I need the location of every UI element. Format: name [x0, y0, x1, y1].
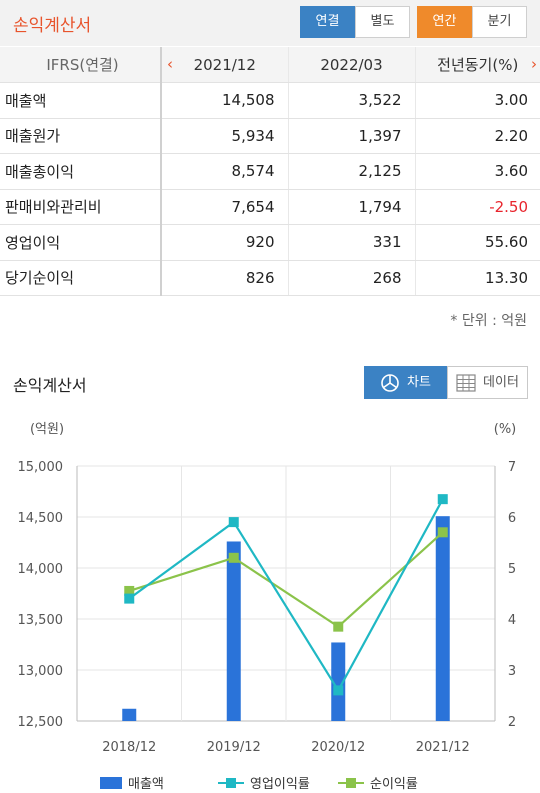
quarterly-button[interactable]: 분기 — [472, 6, 527, 38]
data-view-label: 데이터 — [483, 375, 519, 390]
legend-label: 매출액 — [128, 777, 164, 792]
legend-line-swatch — [218, 777, 244, 788]
y-tick-right: 2 — [508, 715, 516, 730]
legend-item-revenue: 매출액 — [100, 773, 164, 792]
table-cell: 2.20 — [414, 118, 540, 154]
consolidation-toggle: 연결 별도 — [300, 6, 410, 38]
x-tick-label: 2020/12 — [311, 740, 365, 755]
table-row: 매출총이익 8,574 2,125 3.60 — [0, 153, 540, 190]
table-cell: 7,654 — [161, 189, 288, 225]
bar-revenue — [435, 516, 450, 721]
table-cell: 55.60 — [414, 224, 540, 261]
table-cell: 3.60 — [414, 153, 540, 190]
annual-button[interactable]: 연간 — [417, 6, 472, 38]
net-margin-line — [128, 531, 444, 629]
row-label: 매출원가 — [0, 118, 162, 154]
table-cell: 2,125 — [287, 153, 415, 190]
table-row: 당기순이익 826 268 13.30 — [0, 260, 540, 296]
page-title: 손익계산서 — [13, 16, 92, 36]
table-cell: -2.50 — [414, 189, 540, 225]
table-cell: 13.30 — [414, 260, 540, 296]
row-label: 매출총이익 — [0, 153, 162, 190]
legend-item-net-margin: 순이익률 — [338, 773, 418, 792]
y-tick-left: 14,500 — [18, 511, 64, 526]
row-label: 판매비와관리비 — [0, 189, 162, 225]
table-header-row: IFRS(연결) ‹ 2021/12 2022/03 전년동기(%) › — [0, 47, 540, 83]
table-cell: 8,574 — [161, 153, 288, 190]
y-tick-left: 12,500 — [18, 715, 64, 730]
bar-revenue — [226, 541, 241, 721]
y-tick-right: 6 — [508, 511, 516, 526]
chart-data-toggle: 차트 데이터 — [364, 366, 528, 399]
y-axis-right-label: (%) — [494, 422, 517, 437]
table-cell: 3,522 — [287, 82, 415, 119]
y-tick-left: 15,000 — [18, 460, 64, 475]
pie-chart-icon — [381, 373, 399, 392]
y-tick-left: 13,000 — [18, 664, 64, 679]
operating-margin-point — [437, 494, 448, 505]
top-bar: 손익계산서 연결 별도 연간 분기 — [0, 0, 540, 46]
table-cell: 1,794 — [287, 189, 415, 225]
operating-margin-point — [124, 593, 135, 604]
net-margin-point — [333, 621, 344, 632]
legend-line-swatch — [338, 777, 364, 788]
next-arrow-icon[interactable]: › — [531, 55, 537, 73]
table-row: 판매비와관리비 7,654 1,794 -2.50 — [0, 189, 540, 225]
unit-note: * 단위 : 억원 — [450, 313, 527, 329]
table-cell: 920 — [161, 224, 288, 261]
net-margin-point — [124, 585, 135, 596]
separate-button[interactable]: 별도 — [355, 6, 410, 38]
table-row: 매출액 14,508 3,522 3.00 — [0, 82, 540, 119]
column-header-2021-12: ‹ 2021/12 — [161, 47, 288, 83]
row-label: 당기순이익 — [0, 260, 162, 296]
y-tick-right: 7 — [508, 460, 516, 475]
table-grid-icon — [456, 373, 476, 392]
table-cell: 14,508 — [161, 82, 288, 119]
income-statement-table: IFRS(연결) ‹ 2021/12 2022/03 전년동기(%) › 매출액… — [0, 47, 540, 296]
operating-margin-point — [228, 517, 239, 528]
consolidated-button[interactable]: 연결 — [300, 6, 355, 38]
x-tick-label: 2018/12 — [102, 740, 156, 755]
legend-label: 영업이익률 — [250, 777, 310, 792]
table-cell: 331 — [287, 224, 415, 261]
income-combo-chart: (억원) (%) 12,500 2 13,000 3 13,500 4 14,000 5 14,50… — [18, 422, 517, 755]
period-toggle: 연간 분기 — [417, 6, 527, 38]
legend-bar-swatch — [100, 776, 122, 789]
y-tick-right: 3 — [508, 664, 516, 679]
table-cell: 5,934 — [161, 118, 288, 154]
table-row: 매출원가 5,934 1,397 2.20 — [0, 118, 540, 154]
operating-margin-line — [128, 498, 444, 693]
y-axis-left-label: (억원) — [30, 422, 64, 437]
table-cell: 1,397 — [287, 118, 415, 154]
y-tick-left: 13,500 — [18, 613, 64, 628]
column-header-ifrs: IFRS(연결) — [0, 47, 162, 83]
chart-view-label: 차트 — [407, 375, 431, 390]
row-label: 매출액 — [0, 82, 162, 119]
table-row: 영업이익 920 331 55.60 — [0, 224, 540, 261]
table-cell: 826 — [161, 260, 288, 296]
y-tick-right: 4 — [508, 613, 516, 628]
column-header-label: 2021/12 — [193, 55, 256, 74]
data-view-button[interactable]: 데이터 — [447, 366, 528, 399]
legend-label: 순이익률 — [370, 777, 418, 792]
bar-revenue — [331, 642, 346, 721]
net-margin-point — [228, 552, 239, 563]
legend-item-operating-margin: 영업이익률 — [218, 773, 310, 792]
column-header-2022-03: 2022/03 — [287, 47, 415, 83]
x-tick-label: 2021/12 — [416, 740, 470, 755]
row-label: 영업이익 — [0, 224, 162, 261]
net-margin-point — [437, 527, 448, 538]
chart-section-title: 손익계산서 — [13, 376, 87, 395]
operating-margin-point — [333, 685, 344, 696]
x-tick-label: 2019/12 — [207, 740, 261, 755]
table-cell: 268 — [287, 260, 415, 296]
y-tick-left: 14,000 — [18, 562, 64, 577]
column-header-yoy: 전년동기(%) › — [414, 47, 540, 83]
y-tick-right: 5 — [508, 562, 516, 577]
table-cell: 3.00 — [414, 82, 540, 119]
prev-arrow-icon[interactable]: ‹ — [167, 55, 173, 73]
column-header-label: 전년동기(%) — [437, 56, 519, 74]
bar-revenue — [122, 708, 137, 721]
chart-view-button[interactable]: 차트 — [364, 366, 447, 399]
